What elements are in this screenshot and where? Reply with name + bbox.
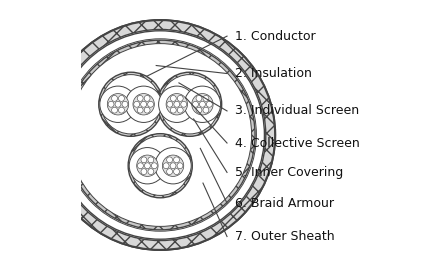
Circle shape <box>170 107 176 113</box>
Circle shape <box>177 163 183 169</box>
Circle shape <box>166 94 187 115</box>
Circle shape <box>133 94 154 115</box>
Text: 5. Inner Covering: 5. Inner Covering <box>235 166 343 179</box>
Circle shape <box>111 96 117 101</box>
Circle shape <box>196 96 202 101</box>
Circle shape <box>65 40 255 230</box>
Circle shape <box>203 107 209 113</box>
Circle shape <box>55 29 266 241</box>
Circle shape <box>167 101 173 107</box>
Circle shape <box>45 20 275 250</box>
Circle shape <box>137 155 158 176</box>
Circle shape <box>108 101 114 107</box>
Text: 2. Insulation: 2. Insulation <box>235 67 312 80</box>
Circle shape <box>174 101 180 107</box>
Text: 4. Collective Screen: 4. Collective Screen <box>235 137 360 150</box>
Circle shape <box>170 96 176 101</box>
Circle shape <box>131 136 190 195</box>
Circle shape <box>64 39 256 231</box>
Circle shape <box>99 72 163 136</box>
Circle shape <box>122 101 128 107</box>
Circle shape <box>167 169 172 174</box>
Circle shape <box>137 96 143 101</box>
Circle shape <box>147 101 154 107</box>
Circle shape <box>126 86 162 122</box>
Circle shape <box>134 101 140 107</box>
Circle shape <box>141 169 147 174</box>
Circle shape <box>163 163 169 169</box>
Circle shape <box>148 157 154 163</box>
Circle shape <box>174 169 179 174</box>
Circle shape <box>115 101 121 107</box>
Text: 7. Outer Sheath: 7. Outer Sheath <box>235 230 335 243</box>
Circle shape <box>101 75 160 134</box>
Circle shape <box>141 157 147 163</box>
Circle shape <box>129 148 166 184</box>
Circle shape <box>174 157 179 163</box>
Circle shape <box>163 155 184 176</box>
Circle shape <box>159 86 195 122</box>
Circle shape <box>138 163 143 169</box>
Circle shape <box>141 101 147 107</box>
Circle shape <box>144 163 150 169</box>
Circle shape <box>157 72 222 136</box>
Circle shape <box>69 44 252 226</box>
Circle shape <box>119 107 124 113</box>
Text: 6. Braid Armour: 6. Braid Armour <box>235 197 334 210</box>
Circle shape <box>108 94 129 115</box>
Circle shape <box>170 163 176 169</box>
Circle shape <box>160 75 219 134</box>
Circle shape <box>196 107 202 113</box>
Circle shape <box>151 163 157 169</box>
Circle shape <box>111 107 117 113</box>
Circle shape <box>167 157 172 163</box>
Circle shape <box>181 101 187 107</box>
Circle shape <box>155 148 191 184</box>
Circle shape <box>192 94 213 115</box>
Circle shape <box>119 96 124 101</box>
Circle shape <box>144 107 150 113</box>
Circle shape <box>144 96 150 101</box>
Circle shape <box>177 96 183 101</box>
Circle shape <box>203 96 209 101</box>
Circle shape <box>193 101 198 107</box>
Text: 1. Conductor: 1. Conductor <box>235 30 316 43</box>
Circle shape <box>200 101 206 107</box>
Circle shape <box>128 134 192 198</box>
Circle shape <box>137 107 143 113</box>
Circle shape <box>45 20 275 250</box>
Circle shape <box>100 86 136 122</box>
Circle shape <box>148 169 154 174</box>
Circle shape <box>177 107 183 113</box>
Circle shape <box>184 86 221 122</box>
Text: 3. Individual Screen: 3. Individual Screen <box>235 104 359 117</box>
Circle shape <box>206 101 212 107</box>
Circle shape <box>56 31 264 239</box>
